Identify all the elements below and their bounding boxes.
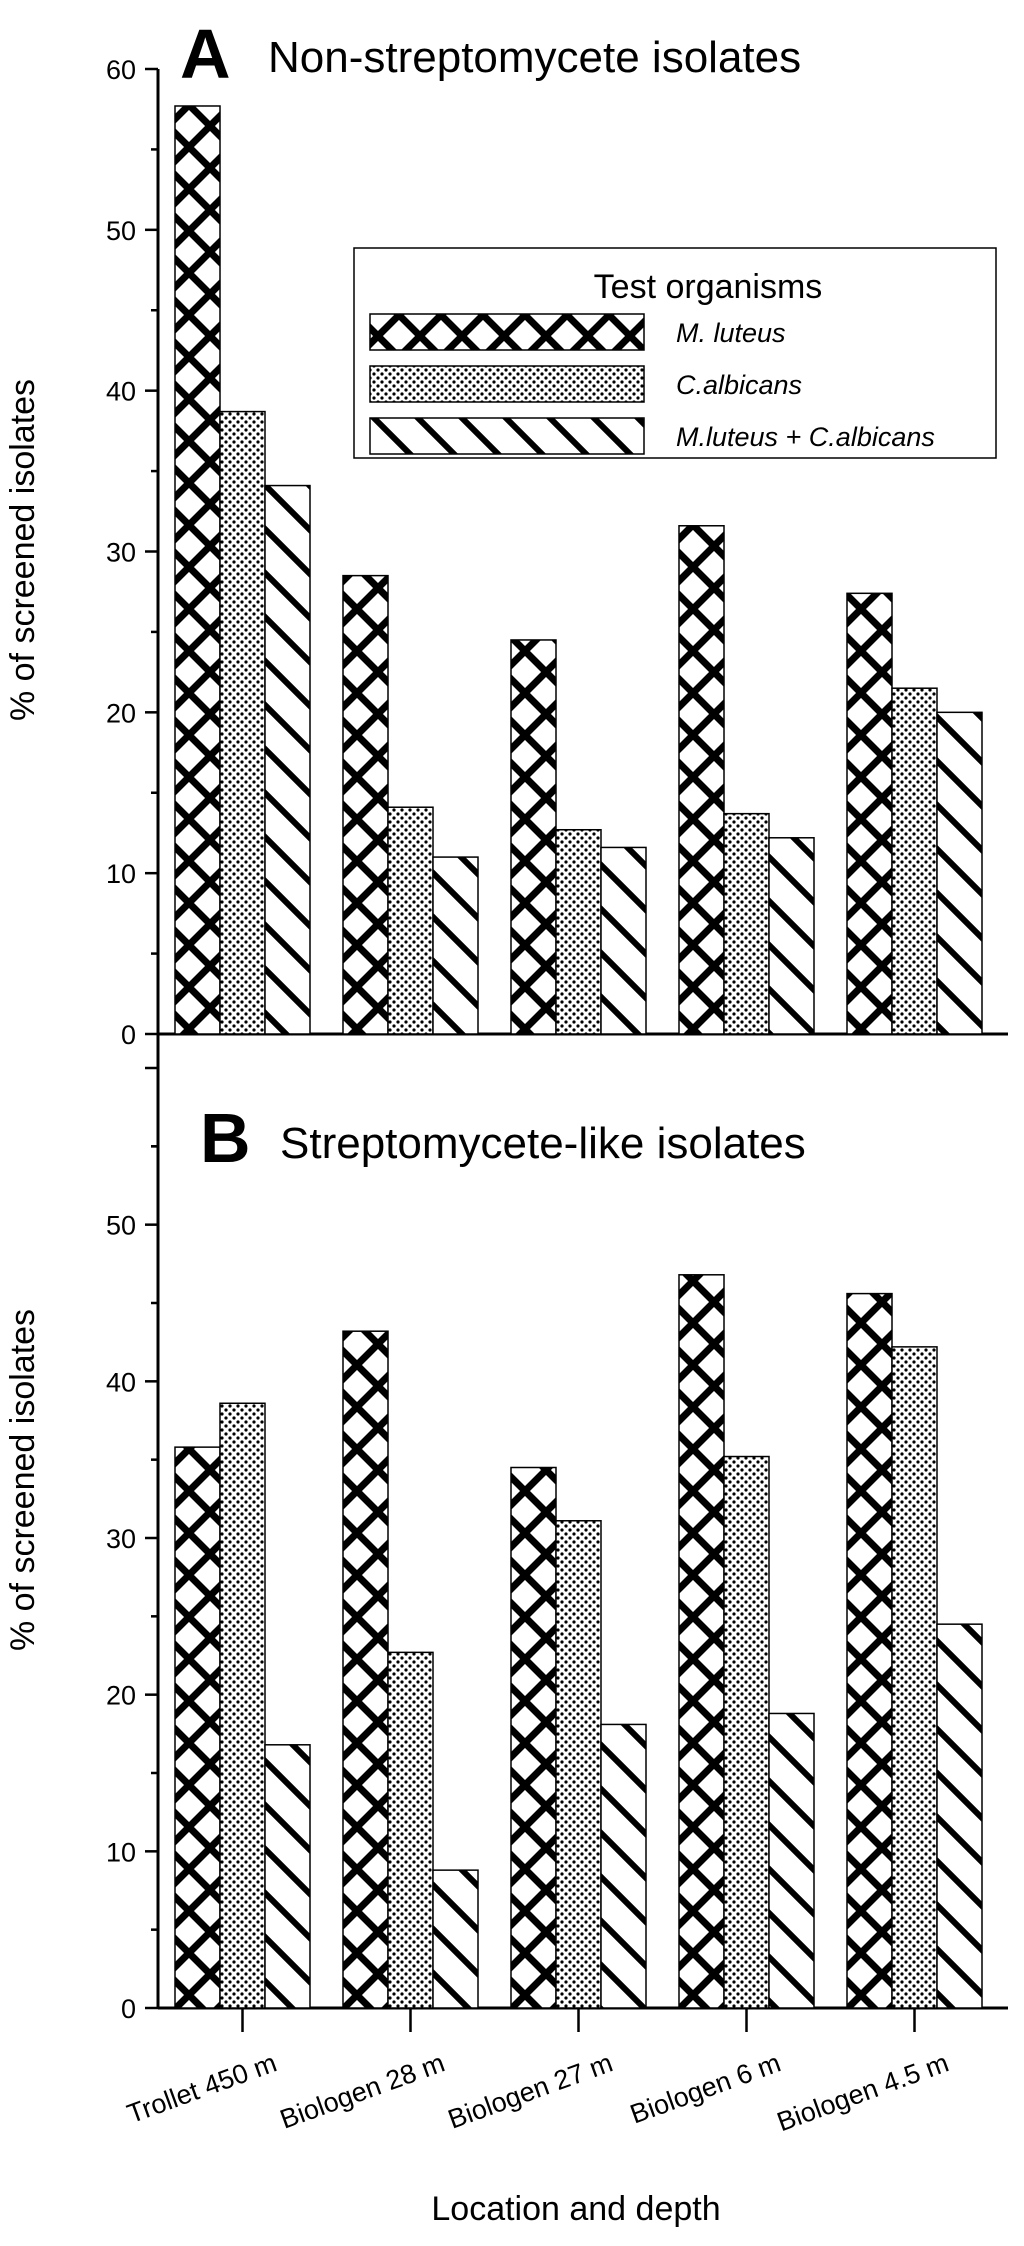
x-category-label-biologen-28-m: Biologen 28 m — [276, 2047, 448, 2134]
panel-a-bar-m-luteus-c-albicans-trollet-450-m — [264, 484, 311, 1035]
x-axis-label: Location and depth — [431, 2190, 720, 2228]
panel-b-bar-m-luteus-c-albicans-biologen-28-m — [432, 1869, 479, 2009]
panel-a-bar-m-luteus-biologen-27-m — [510, 639, 557, 1035]
x-category-label-biologen-27-m: Biologen 27 m — [444, 2047, 616, 2134]
panel-a-bar-m-luteus-c-albicans-biologen-6-m — [768, 837, 815, 1035]
legend-title: Test organisms — [594, 268, 823, 306]
panel-a-letter: A — [180, 15, 231, 93]
panel-a-y-tick-label: 0 — [121, 1020, 136, 1050]
panel-b-letter: B — [200, 1099, 251, 1177]
panel-b-y-tick-label: 40 — [106, 1367, 136, 1397]
panel-a-bar-m-luteus-biologen-4-5-m — [846, 592, 893, 1035]
panel-a-bar-m-luteus-c-albicans-biologen-4-5-m — [936, 711, 983, 1035]
legend-entry-combined: M.luteus + C.albicans — [676, 422, 935, 452]
panel-b-y-tick-label: 20 — [106, 1681, 136, 1711]
legend-swatch-combined — [369, 417, 645, 455]
panel-a-y-tick-label: 30 — [106, 538, 136, 568]
panel-a-bar-c-albicans-biologen-4-5-m — [891, 687, 938, 1035]
panel-a-bar-m-luteus-trollet-450-m — [174, 105, 221, 1035]
panel-b-bar-m-luteus-c-albicans-trollet-450-m — [264, 1744, 311, 2009]
x-category-label-trollet-450-m: Trollet 450 m — [123, 2047, 280, 2129]
panel-a-bar-c-albicans-biologen-27-m — [555, 828, 602, 1035]
panel-a-y-tick-label: 50 — [106, 216, 136, 246]
x-category-label-biologen-6-m: Biologen 6 m — [626, 2047, 784, 2129]
panel-a-y-tick-label: 10 — [106, 859, 136, 889]
panel-b-bar-m-luteus-biologen-4-5-m — [846, 1292, 893, 2009]
legend: Test organisms M. luteus C.albicans M.lu… — [353, 247, 997, 459]
panel-b-bar-m-luteus-c-albicans-biologen-6-m — [768, 1712, 815, 2009]
panel-a-y-tick-label: 60 — [106, 55, 136, 85]
panel-b-bar-m-luteus-biologen-28-m — [342, 1330, 389, 2009]
panel-a-y-tick-label: 40 — [106, 377, 136, 407]
panel-a-bar-m-luteus-biologen-6-m — [678, 525, 725, 1035]
panel-b-y-tick-label: 50 — [106, 1211, 136, 1241]
panel-b-title: Streptomycete-like isolates — [280, 1119, 806, 1168]
panel-a-y-tick-label: 20 — [106, 698, 136, 728]
legend-entry-m-luteus: M. luteus — [676, 318, 786, 348]
panel-a-bar-m-luteus-biologen-28-m — [342, 574, 389, 1035]
panel-a-bar-c-albicans-biologen-6-m — [723, 812, 770, 1035]
panel-b: B Streptomycete-like isolates % of scree… — [4, 1034, 1008, 2032]
panel-b-bar-c-albicans-trollet-450-m — [219, 1402, 266, 2009]
legend-entry-c-albicans: C.albicans — [676, 370, 802, 400]
panel-b-bar-m-luteus-c-albicans-biologen-4-5-m — [936, 1623, 983, 2009]
legend-swatch-m-luteus — [369, 313, 645, 351]
panel-b-bar-m-luteus-c-albicans-biologen-27-m — [600, 1723, 647, 2009]
panel-b-bar-c-albicans-biologen-28-m — [387, 1651, 434, 2009]
panel-a: A Non-streptomycete isolates % of screen… — [4, 15, 1008, 1050]
panel-b-bar-c-albicans-biologen-27-m — [555, 1520, 602, 2009]
x-category-label-biologen-4-5-m: Biologen 4.5 m — [773, 2047, 953, 2137]
panel-b-bar-c-albicans-biologen-4-5-m — [891, 1346, 938, 2009]
panel-a-bar-c-albicans-biologen-28-m — [387, 806, 434, 1035]
panel-b-bar-m-luteus-trollet-450-m — [174, 1446, 221, 2009]
panel-b-bar-m-luteus-biologen-6-m — [678, 1274, 725, 2009]
panel-a-plot: 0 10 20 30 40 50 60 — [106, 55, 1008, 1050]
panel-a-bar-m-luteus-c-albicans-biologen-27-m — [600, 846, 647, 1035]
panel-a-y-axis-label: % of screened isolates — [4, 379, 42, 721]
legend-swatch-c-albicans — [369, 365, 645, 403]
panel-b-y-axis-label: % of screened isolates — [4, 1309, 42, 1651]
panel-a-title: Non-streptomycete isolates — [268, 33, 801, 82]
panel-b-y-tick-label: 10 — [106, 1837, 136, 1867]
panel-a-bar-m-luteus-c-albicans-biologen-28-m — [432, 856, 479, 1035]
panel-b-plot: 0 10 20 30 40 50 — [106, 1034, 1008, 2032]
panel-b-y-tick-label: 30 — [106, 1524, 136, 1554]
panel-a-bar-c-albicans-trollet-450-m — [219, 410, 266, 1035]
panel-b-y-tick-label: 0 — [121, 1994, 136, 2024]
panel-b-bar-m-luteus-biologen-27-m — [510, 1466, 557, 2009]
panel-b-bar-c-albicans-biologen-6-m — [723, 1455, 770, 2009]
